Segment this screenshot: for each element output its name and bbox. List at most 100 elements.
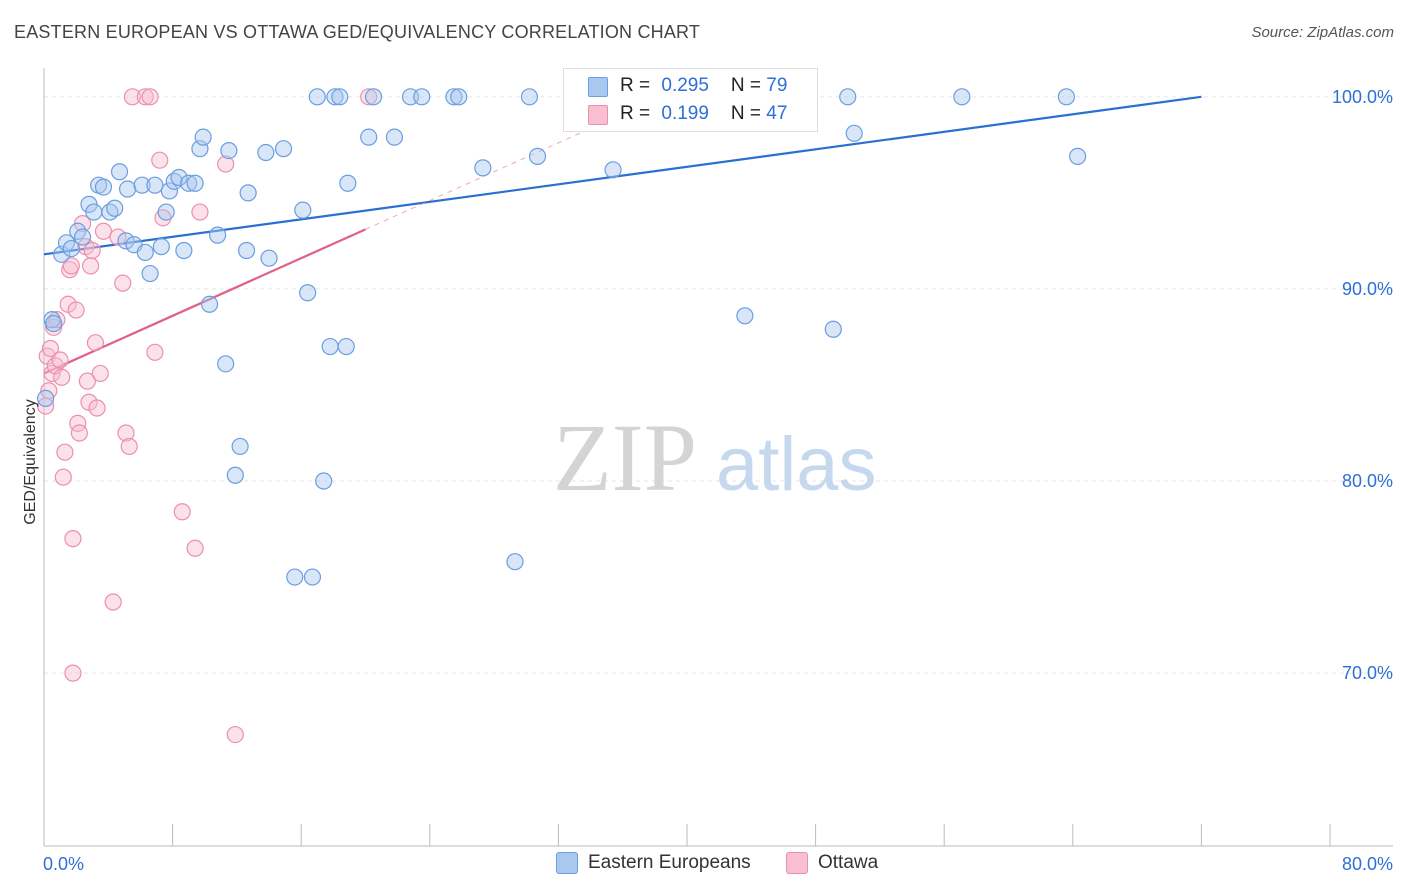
y-axis-title: GED/Equivalency (22, 399, 39, 524)
series-legend: Eastern Europeans Ottawa (0, 852, 1406, 878)
watermark: ZIP atlas (553, 404, 877, 511)
ottawa-point (123, 88, 142, 106)
eastern-europeans-point (294, 201, 312, 219)
ottawa-point (114, 274, 132, 292)
ottawa-point (82, 257, 100, 275)
ottawa-point (54, 468, 72, 486)
ottawa-point (64, 664, 82, 682)
watermark-atlas: atlas (716, 422, 877, 507)
eastern-europeans-point (337, 337, 355, 356)
eastern-europeans-point (1057, 88, 1075, 106)
eastern-europeans-point (736, 307, 754, 325)
eastern-europeans-point (1069, 147, 1087, 165)
series-label: Eastern Europeans (588, 852, 751, 873)
eastern-europeans-point (37, 389, 55, 408)
legend-swatch-pink (588, 105, 608, 125)
y-tick-label: 90.0% (1342, 279, 1393, 299)
eastern-europeans-point (226, 466, 244, 484)
ottawa-trend-line (43, 228, 366, 375)
ottawa-point (109, 228, 127, 246)
eastern-europeans-point (274, 140, 293, 158)
chart-title: EASTERN EUROPEAN VS OTTAWA GED/EQUIVALEN… (14, 22, 701, 42)
ottawa-point (83, 241, 101, 260)
ottawa-point (78, 372, 97, 390)
eastern-europeans-point (506, 553, 524, 571)
eastern-europeans-point (180, 174, 198, 192)
eastern-europeans-point (85, 203, 103, 221)
eastern-europeans-point (170, 168, 188, 187)
series-legend-ottawa[interactable]: Ottawa (786, 852, 878, 874)
eastern-europeans-point (133, 176, 151, 194)
y-tick-label: 80.0% (1342, 471, 1393, 491)
eastern-europeans-point (413, 88, 431, 106)
ottawa-point (117, 424, 135, 442)
eastern-europeans-point (839, 88, 857, 106)
x-tick-label: 80.0% (1342, 854, 1393, 874)
source-credit: Source: ZipAtlas.com (1251, 24, 1394, 41)
eastern-europeans-point (364, 88, 383, 106)
eastern-europeans-point (339, 174, 357, 192)
ottawa-point (91, 364, 109, 383)
eastern-europeans-point (299, 284, 317, 302)
eastern-europeans-point (217, 355, 235, 373)
legend-n-value: 79 (766, 75, 788, 96)
eastern-europeans-point (175, 241, 193, 260)
eastern-europeans-point (146, 176, 164, 194)
eastern-europeans-point (450, 88, 468, 106)
eastern-europeans-point (445, 88, 463, 106)
eastern-europeans-point (141, 264, 159, 283)
eastern-europeans-point (73, 228, 92, 246)
ottawa-point (70, 424, 88, 442)
ottawa-point (173, 503, 191, 521)
eastern-europeans-point (604, 161, 622, 179)
eastern-europeans-point (260, 249, 278, 267)
eastern-europeans-point (186, 174, 204, 192)
eastern-europeans-point (257, 143, 275, 162)
eastern-europeans-point (94, 178, 113, 196)
legend-r-label: R = (620, 75, 656, 96)
eastern-europeans-point (303, 568, 322, 586)
eastern-europeans-trend-line (43, 95, 1202, 256)
ottawa-point (94, 222, 113, 240)
eastern-europeans-point (136, 243, 154, 262)
ottawa-point (67, 301, 85, 319)
eastern-europeans-point (106, 199, 124, 217)
eastern-europeans-point (160, 182, 178, 200)
series-swatch-pink (786, 852, 808, 874)
eastern-europeans-point (385, 128, 404, 146)
eastern-europeans-point (220, 142, 238, 160)
ottawa-point (217, 155, 235, 173)
eastern-europeans-point (528, 147, 547, 165)
ottawa-point (141, 88, 159, 106)
eastern-europeans-point (321, 337, 339, 356)
eastern-europeans-point (237, 241, 256, 260)
series-label: Ottawa (818, 852, 879, 873)
ottawa-point (53, 368, 71, 386)
series-legend-eastern-europeans[interactable]: Eastern Europeans (556, 852, 751, 874)
x-tick-label: 0.0% (43, 854, 84, 874)
legend-n-label: N = (730, 75, 767, 96)
eastern-europeans-point (118, 180, 137, 198)
ottawa-point (104, 593, 122, 611)
ottawa-point (120, 437, 138, 456)
series-swatch-blue (556, 852, 578, 874)
legend-r-label: R = (620, 103, 656, 124)
watermark-zip: ZIP (553, 404, 697, 511)
eastern-europeans-point (308, 88, 326, 106)
eastern-europeans-point (152, 238, 170, 256)
eastern-europeans-point (953, 88, 971, 106)
ottawa-point (186, 539, 204, 557)
legend-r-value: 0.199 (661, 103, 709, 124)
eastern-europeans-point (845, 124, 863, 142)
ottawa-point (146, 343, 164, 361)
legend-n-value: 47 (766, 103, 788, 124)
ottawa-point (56, 443, 74, 461)
eastern-europeans-point (110, 163, 129, 181)
eastern-europeans-point (239, 184, 257, 202)
axes: 70.0% 80.0% 90.0% 100.0% 0.0% 80.0% (43, 68, 1393, 874)
y-tick-label: 70.0% (1342, 663, 1393, 683)
eastern-europeans-point (117, 232, 135, 250)
eastern-europeans-point (194, 128, 212, 146)
ottawa-point (64, 530, 82, 548)
eastern-europeans-point (62, 239, 80, 258)
